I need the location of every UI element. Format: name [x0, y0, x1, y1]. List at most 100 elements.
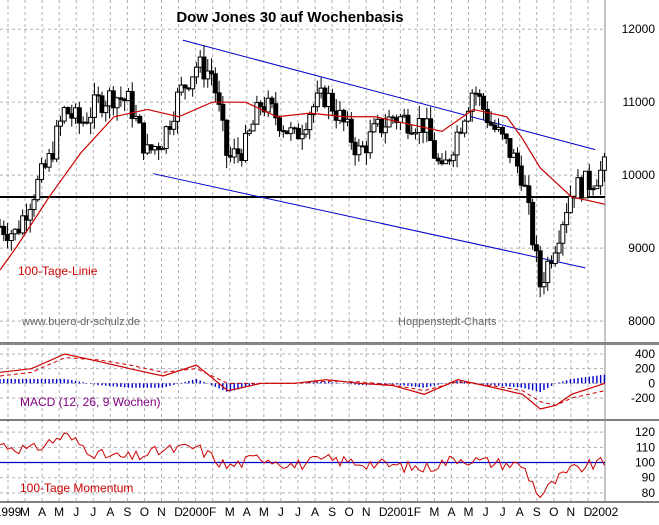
price-candle: [114, 97, 120, 109]
axis-labels: 1999MAMJJASOND2000FMAMJJASOND2001FMAMJJA…: [0, 22, 655, 519]
price-y-tick: 11000: [623, 95, 656, 109]
macd-y-tick: 400: [635, 347, 655, 361]
ma-label: 100-Tage-Linie: [18, 264, 98, 278]
price-candle: [465, 110, 471, 122]
price-candle: [178, 84, 184, 93]
price-candle: [560, 224, 566, 244]
price-candle: [526, 185, 532, 204]
x-tick-label: J: [90, 505, 96, 519]
price-candle: [382, 126, 388, 134]
price-panel: [0, 39, 607, 298]
price-candle: [348, 118, 354, 143]
price-candle: [314, 92, 320, 108]
price-candle: [137, 115, 143, 124]
macd-y-tick: 0: [648, 376, 655, 390]
x-tick-label: O: [549, 505, 558, 519]
price-candle: [235, 148, 241, 155]
price-candle: [175, 91, 181, 122]
price-candle: [163, 126, 169, 150]
x-tick-label: J: [295, 505, 301, 519]
x-tick-label: F: [209, 505, 216, 519]
macd-y-tick: -200: [631, 391, 655, 405]
x-tick-label: N: [157, 505, 166, 519]
price-candle: [1, 225, 7, 236]
price-candle: [481, 95, 487, 110]
x-tick-label: J: [73, 505, 79, 519]
momentum-y-tick: 90: [642, 471, 656, 485]
price-candle: [243, 132, 249, 162]
x-tick-label: D: [379, 505, 388, 519]
grid-lines: [0, 0, 606, 502]
x-tick-label: 2001: [387, 505, 414, 519]
price-candle: [299, 133, 305, 140]
price-candle: [277, 117, 283, 132]
price-candle: [205, 70, 211, 80]
x-tick-label: S: [533, 505, 541, 519]
price-candle: [295, 127, 301, 140]
x-tick-label: F: [414, 505, 421, 519]
price-candle: [454, 131, 460, 156]
price-candle: [413, 132, 419, 135]
momentum-panel: [0, 432, 605, 499]
price-candle: [545, 260, 551, 284]
price-candle: [193, 66, 199, 78]
price-candle: [329, 92, 335, 112]
price-candle: [386, 116, 392, 128]
price-candle: [39, 163, 45, 181]
x-tick-label: N: [567, 505, 576, 519]
price-y-tick: 8000: [628, 314, 655, 328]
x-tick-label: A: [243, 505, 251, 519]
momentum-y-tick: 110: [636, 440, 655, 454]
price-candle: [564, 212, 570, 226]
macd-signal-line: [0, 357, 606, 406]
x-tick-label: 2002: [592, 505, 619, 519]
x-tick-label: D: [174, 505, 183, 519]
price-candle: [371, 123, 377, 133]
price-candle: [99, 95, 105, 114]
x-tick-label: S: [123, 505, 131, 519]
price-candle: [367, 131, 373, 154]
price-candle: [598, 169, 604, 187]
price-candle: [356, 145, 362, 156]
watermark-left: www.buero-dr-schulz.de: [21, 316, 140, 328]
price-candle: [27, 209, 33, 221]
price-candle: [594, 185, 600, 190]
macd-y-tick: 200: [635, 362, 655, 376]
momentum-y-tick: 120: [635, 425, 655, 439]
price-candle: [503, 133, 509, 140]
price-candle: [209, 70, 215, 75]
momentum-label: 100-Tage Momentum: [20, 481, 133, 495]
price-candle: [269, 97, 275, 105]
price-candle: [118, 97, 124, 100]
x-tick-label: M: [54, 505, 64, 519]
momentum-y-tick: 100: [635, 456, 655, 470]
price-candle: [530, 202, 536, 246]
price-candle: [477, 93, 483, 97]
x-tick-label: J: [483, 505, 489, 519]
price-candle: [220, 103, 226, 121]
price-y-tick: 9000: [628, 241, 655, 255]
price-candle: [201, 56, 207, 80]
x-tick-label: M: [259, 505, 269, 519]
price-candle: [246, 130, 252, 134]
price-candle: [507, 138, 513, 158]
price-candle: [431, 140, 437, 159]
price-candle: [65, 107, 71, 115]
price-y-tick: 10000: [622, 168, 656, 182]
price-candle: [567, 195, 573, 214]
price-candle: [484, 108, 490, 124]
price-candle: [35, 179, 41, 201]
price-candle: [46, 153, 52, 168]
price-candle: [586, 170, 592, 190]
x-tick-label: M: [429, 505, 439, 519]
price-candle: [76, 107, 82, 124]
price-candle: [273, 103, 279, 119]
x-tick-label: A: [311, 505, 319, 519]
chart-title: Dow Jones 30 auf Wochenbasis: [176, 9, 403, 26]
price-candle: [533, 244, 539, 252]
price-candle: [469, 92, 475, 112]
price-candle: [541, 282, 547, 288]
x-tick-label: M: [464, 505, 474, 519]
